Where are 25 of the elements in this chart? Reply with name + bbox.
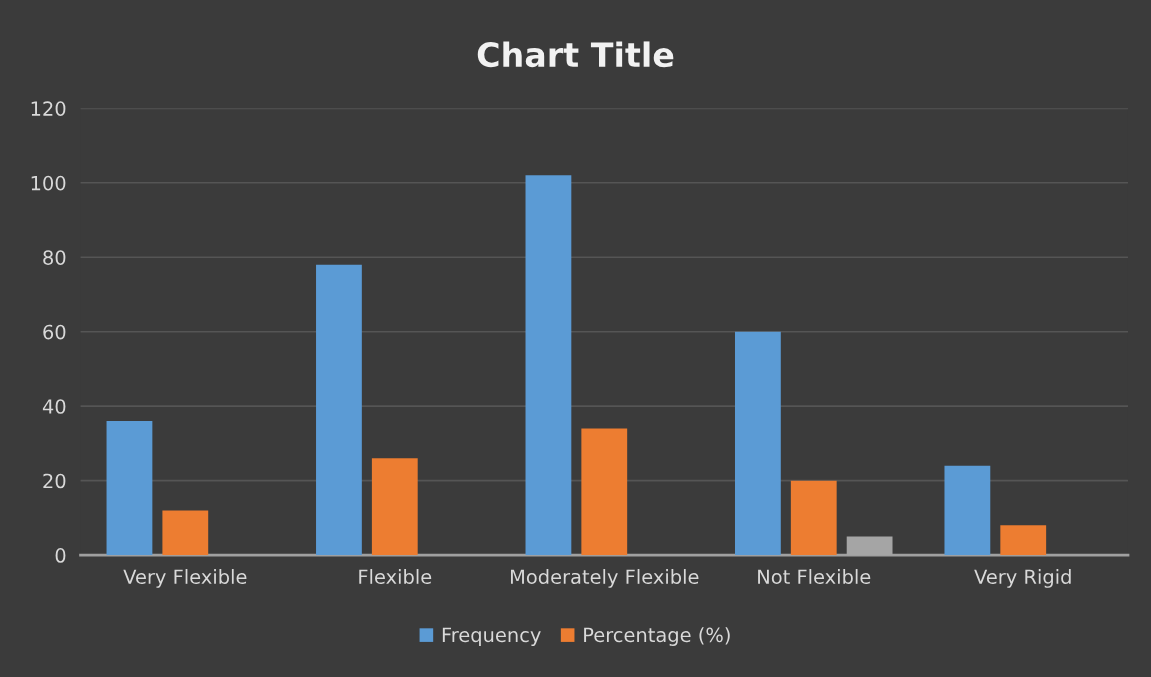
y-tick-label: 120	[31, 101, 66, 116]
bar	[790, 480, 837, 556]
bar	[1000, 525, 1047, 556]
bar	[525, 175, 572, 556]
x-tick-label: Very Rigid	[974, 569, 1071, 588]
bar	[162, 510, 209, 556]
x-tick-label: Very Flexible	[123, 569, 247, 588]
bar	[581, 428, 628, 556]
bar	[944, 465, 991, 556]
y-tick-label: 60	[43, 324, 66, 340]
bar	[316, 264, 362, 556]
legend-label: Percentage (%)	[584, 627, 730, 646]
y-tick-label: 20	[43, 473, 66, 489]
y-tick-label: 0	[55, 548, 66, 563]
x-tick-label: Not Flexible	[758, 569, 871, 585]
x-tick-label: Flexible	[359, 569, 432, 585]
bar	[106, 421, 153, 556]
y-tick-label: 80	[43, 250, 66, 265]
y-tick-label: 100	[31, 175, 66, 191]
chart-title: Chart Title	[477, 41, 674, 68]
bar	[371, 458, 418, 556]
x-tick-label: Moderately Flexible	[510, 569, 699, 588]
bar	[734, 331, 781, 556]
legend-label: Frequency	[442, 627, 541, 646]
y-tick-label: 40	[42, 399, 66, 414]
